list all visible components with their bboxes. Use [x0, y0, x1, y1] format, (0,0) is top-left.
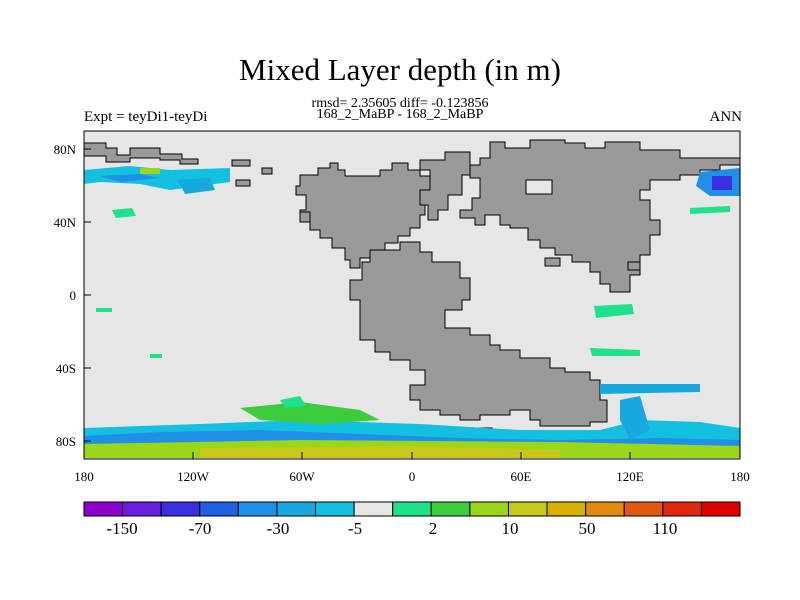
- patch-north-atlantic-deep: [712, 176, 732, 190]
- colorbar-box: [430, 501, 471, 517]
- lon-tick-120e: 120E: [616, 469, 644, 484]
- patch-southern-pos-2: [280, 396, 306, 408]
- anomaly-patches: [84, 166, 740, 458]
- colorbar: [83, 501, 741, 517]
- lon-tick-120w: 120W: [177, 469, 210, 484]
- patch-south-pacific: [150, 354, 162, 358]
- patch-north-pacific-pos: [140, 168, 160, 174]
- lon-tick-60e: 60E: [511, 469, 532, 484]
- patch-south-atlantic-2: [600, 384, 700, 394]
- colorbar-box: [662, 501, 702, 517]
- colorbar-box: [546, 501, 587, 517]
- patch-southern-pos: [240, 402, 380, 424]
- plot-title: Mixed Layer depth (in m): [239, 52, 561, 87]
- lon-tick-0: 0: [409, 469, 416, 484]
- lat-tick-0: 0: [70, 288, 77, 303]
- colorbar-box: [315, 501, 355, 517]
- colorbar-label-3: -30: [267, 519, 290, 538]
- lat-tick-80s: 80S: [56, 434, 76, 449]
- colorbar-label-2: -70: [189, 519, 212, 538]
- patch-atlantic-eq: [594, 304, 634, 318]
- colorbar-box: [122, 501, 162, 517]
- lon-tick-180w: 180: [74, 469, 94, 484]
- land-greenland: [419, 151, 471, 221]
- land-island-5: [627, 261, 641, 271]
- colorbar-box: [585, 501, 625, 517]
- patch-southern-ocean-pos-2: [200, 446, 560, 458]
- experiment-label: Expt = teyDi1-teyDi: [84, 109, 208, 125]
- patch-north-pacific-deep: [100, 174, 160, 182]
- colorbar-label-4: -5: [348, 519, 362, 538]
- patch-north-atlantic-pos: [690, 206, 730, 214]
- lat-tick-labels: 80N 40N 0 40S 80S: [54, 142, 77, 449]
- season-label: ANN: [709, 109, 743, 125]
- patch-east-pacific: [96, 308, 112, 312]
- colorbar-labels: -150 -70 -30 -5 2 10 50 110: [106, 519, 677, 538]
- land-island-6: [299, 211, 311, 223]
- land-arctic-left: [83, 142, 199, 165]
- colorbar-box: [199, 501, 239, 517]
- colorbar-box: [392, 501, 432, 517]
- lon-tick-labels: 180 120W 60W 0 60E 120E 180: [74, 469, 750, 484]
- land-eurasia: [459, 139, 741, 293]
- land-island-2: [261, 167, 273, 175]
- lat-tick-40n: 40N: [54, 215, 77, 230]
- colorbar-box: [507, 501, 548, 517]
- stats-subtitle: rmsd= 2.35605 diff= -0.123856: [311, 96, 489, 111]
- colorbar-box: [237, 501, 278, 517]
- colorbar-label-7: 50: [579, 519, 596, 538]
- lon-tick-60w: 60W: [289, 469, 315, 484]
- land-americas-africa: [349, 241, 608, 427]
- colorbar-label-8: 110: [653, 519, 678, 538]
- land-north-america: [295, 162, 436, 269]
- patch-indian-ocean: [620, 396, 650, 440]
- patch-south-atlantic: [590, 348, 640, 356]
- land-island-1: [235, 179, 251, 187]
- land-masses: [83, 139, 741, 441]
- colorbar-label-5: 2: [429, 519, 438, 538]
- colorbar-label-1: -150: [106, 519, 137, 538]
- colorbar-label-6: 10: [502, 519, 519, 538]
- lat-tick-80n: 80N: [54, 142, 77, 157]
- land-island-3: [231, 159, 251, 167]
- case-subtitle: 168_2_MaBP - 168_2_MaBP: [316, 107, 484, 122]
- colorbar-box: [353, 501, 394, 517]
- land-island-4: [544, 257, 561, 267]
- axis-ticks: [83, 148, 741, 459]
- lat-tick-40s: 40S: [56, 361, 76, 376]
- colorbar-box: [276, 501, 317, 517]
- patch-north-pacific-2: [178, 178, 215, 194]
- colorbar-box: [623, 501, 664, 517]
- colorbar-box: [83, 501, 124, 517]
- inland-sea: [525, 179, 553, 195]
- colorbar-box: [160, 501, 201, 517]
- colorbar-box: [469, 501, 509, 517]
- patch-pacific-pos: [112, 208, 136, 218]
- lon-tick-180e: 180: [730, 469, 750, 484]
- colorbar-box: [700, 501, 741, 517]
